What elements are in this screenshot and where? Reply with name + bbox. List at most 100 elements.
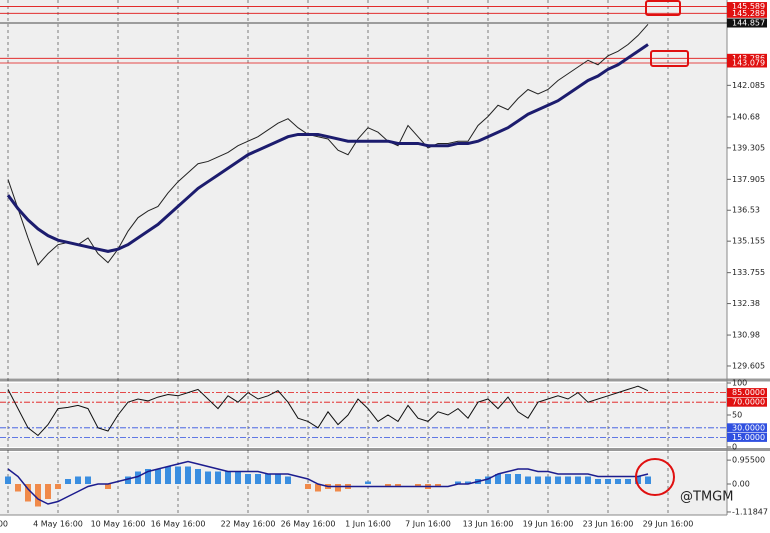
- x-tick-label: 22 May 16:00: [221, 520, 276, 529]
- bar: [595, 479, 601, 484]
- bar: [255, 474, 261, 484]
- bar: [575, 476, 581, 484]
- y-tick-label: 130.98: [732, 331, 760, 340]
- series-line: [6, 43, 649, 253]
- level-label-box: [727, 8, 767, 18]
- level-label: 145.589: [732, 2, 765, 11]
- x-tick-label: 4 May 16:00: [33, 520, 83, 529]
- bar: [15, 484, 21, 492]
- bar: [65, 479, 71, 484]
- bar: [485, 476, 491, 484]
- level-label: 143.286: [732, 54, 765, 63]
- x-tick-label: 10 May 16:00: [91, 520, 146, 529]
- bar: [615, 479, 621, 484]
- level-label-box: [727, 388, 767, 398]
- bar: [435, 484, 441, 487]
- x-tick-label: 29 Jun 16:00: [643, 520, 694, 529]
- bar: [545, 476, 551, 484]
- level-label: 15.0000: [732, 433, 765, 442]
- bar: [465, 481, 471, 484]
- bar: [365, 481, 371, 484]
- x-tick-label: 1 Jun 16:00: [345, 520, 391, 529]
- level-label-box: [727, 397, 767, 407]
- x-tick-label: 13 Jun 16:00: [463, 520, 514, 529]
- bar: [395, 484, 401, 487]
- level-label: 145.289: [732, 9, 765, 18]
- bar: [35, 484, 41, 507]
- bar: [165, 466, 171, 484]
- level-label: 144.857: [732, 19, 765, 28]
- bar: [645, 476, 651, 484]
- bar: [515, 474, 521, 484]
- level-label-box: [727, 432, 767, 442]
- bar: [85, 476, 91, 484]
- bar: [25, 484, 31, 502]
- y-tick-label: 0: [732, 443, 737, 452]
- bar: [265, 474, 271, 484]
- level-label: 70.0000: [732, 398, 765, 407]
- x-tick-label: 16 May 16:00: [151, 520, 206, 529]
- level-label-box: [727, 18, 767, 28]
- y-tick-label: 0.00: [732, 480, 750, 489]
- bar: [315, 484, 321, 492]
- bar: [185, 466, 191, 484]
- y-tick-label: 142.085: [732, 81, 765, 90]
- bar: [275, 474, 281, 484]
- bar: [635, 476, 641, 484]
- level-label: 143.079: [732, 58, 765, 67]
- level-label: 30.0000: [732, 423, 765, 432]
- highlight-box: [645, 0, 681, 16]
- bar: [495, 474, 501, 484]
- bar: [135, 471, 141, 484]
- y-tick-label: 100: [732, 379, 747, 388]
- y-tick-label: 139.305: [732, 143, 765, 152]
- watermark: @TMGM: [680, 490, 733, 505]
- y-tick-label: 50: [732, 411, 742, 420]
- x-tick-label: 23 Jun 16:00: [583, 520, 634, 529]
- bar: [75, 476, 81, 484]
- bar: [195, 469, 201, 484]
- bar: [175, 466, 181, 484]
- bar: [225, 471, 231, 484]
- bar: [505, 474, 511, 484]
- level-label-box: [727, 53, 767, 63]
- x-tick-label: 7 Jun 16:00: [405, 520, 451, 529]
- highlight-circle: [635, 458, 675, 496]
- y-tick-label: 0.95500: [732, 456, 765, 465]
- oscillator-panel: [0, 383, 727, 447]
- series-line: [7, 460, 649, 505]
- bar: [155, 469, 161, 484]
- highlight-box: [650, 50, 689, 67]
- level-label-box: [727, 58, 767, 68]
- bar: [215, 471, 221, 484]
- y-tick-label: -1.11847: [732, 507, 768, 516]
- bar: [525, 476, 531, 484]
- level-label-box: [727, 423, 767, 433]
- level-label-box: [727, 2, 767, 12]
- y-tick-label: 140.68: [732, 112, 760, 121]
- bar: [335, 484, 341, 492]
- bar: [45, 484, 51, 499]
- y-tick-label: 137.905: [732, 175, 765, 184]
- bar: [305, 484, 311, 489]
- x-tick-label: 26 May 16:00: [281, 520, 336, 529]
- bar: [5, 476, 11, 484]
- bar: [535, 476, 541, 484]
- x-tick-label: 16:00: [0, 520, 8, 529]
- y-tick-label: 136.53: [732, 206, 760, 215]
- bar: [585, 476, 591, 484]
- bar: [415, 484, 421, 487]
- series-line: [7, 23, 649, 266]
- bar: [245, 474, 251, 484]
- bar: [285, 476, 291, 484]
- y-tick-label: 133.755: [732, 268, 765, 277]
- bar: [455, 481, 461, 484]
- series-line: [7, 385, 649, 437]
- bar: [205, 471, 211, 484]
- y-tick-label: 132.38: [732, 299, 760, 308]
- bar: [565, 476, 571, 484]
- x-tick-label: 19 Jun 16:00: [523, 520, 574, 529]
- bar: [125, 476, 131, 484]
- bar: [605, 479, 611, 484]
